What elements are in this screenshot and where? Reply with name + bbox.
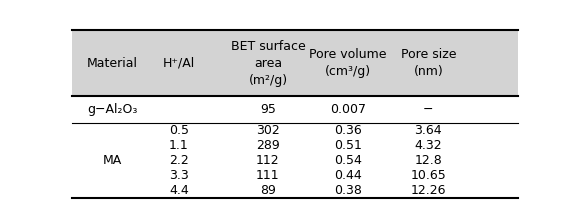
Text: 4.32: 4.32: [415, 139, 442, 152]
Text: g−Al₂O₃: g−Al₂O₃: [87, 103, 137, 116]
Text: 0.38: 0.38: [334, 184, 362, 197]
Text: 302: 302: [256, 124, 280, 137]
Text: BET surface
area
(m²/g): BET surface area (m²/g): [231, 40, 305, 87]
Text: 289: 289: [256, 139, 280, 152]
Text: 0.51: 0.51: [334, 139, 362, 152]
Text: 95: 95: [260, 103, 276, 116]
Text: 2.2: 2.2: [169, 154, 189, 167]
Text: 10.65: 10.65: [411, 169, 446, 182]
FancyBboxPatch shape: [72, 30, 518, 96]
Text: MA: MA: [102, 154, 121, 167]
Text: Pore volume
(cm³/g): Pore volume (cm³/g): [309, 48, 387, 78]
Text: 111: 111: [256, 169, 280, 182]
Text: Pore size
(nm): Pore size (nm): [401, 48, 456, 78]
Text: 3.64: 3.64: [415, 124, 442, 137]
Text: 0.54: 0.54: [334, 154, 362, 167]
Text: 12.8: 12.8: [415, 154, 442, 167]
Text: 0.5: 0.5: [169, 124, 189, 137]
Text: H⁺/Al: H⁺/Al: [163, 57, 195, 70]
Text: −: −: [423, 103, 434, 116]
Text: 12.26: 12.26: [411, 184, 446, 197]
Text: 89: 89: [260, 184, 276, 197]
Text: 0.44: 0.44: [334, 169, 362, 182]
Text: 1.1: 1.1: [169, 139, 189, 152]
Text: 112: 112: [256, 154, 280, 167]
Text: 0.36: 0.36: [334, 124, 362, 137]
Text: 0.007: 0.007: [330, 103, 366, 116]
Text: 3.3: 3.3: [169, 169, 189, 182]
Text: Material: Material: [86, 57, 137, 70]
Text: 4.4: 4.4: [169, 184, 189, 197]
